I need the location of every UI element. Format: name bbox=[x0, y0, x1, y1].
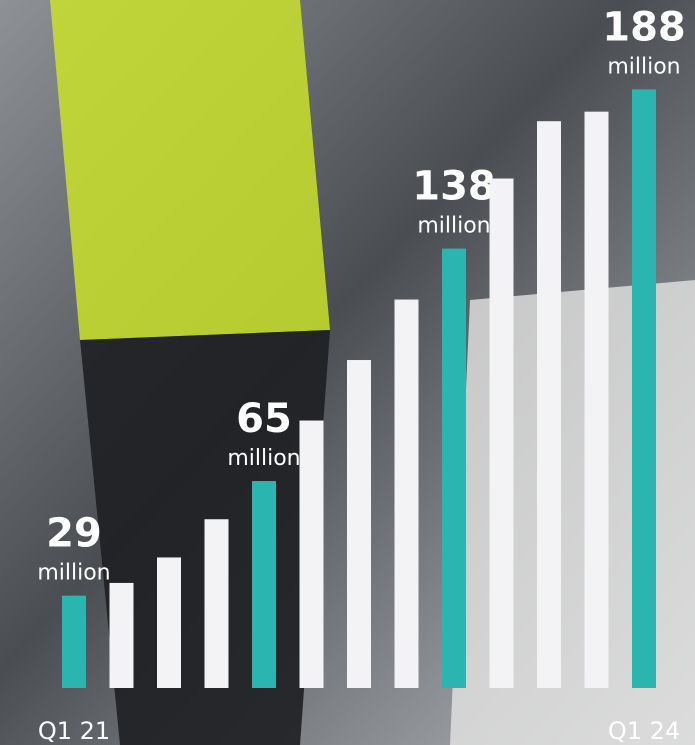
bar bbox=[205, 519, 229, 688]
unit-label: million bbox=[607, 54, 680, 79]
bar bbox=[62, 596, 86, 688]
bar bbox=[490, 179, 514, 688]
unit-label: million bbox=[37, 561, 110, 586]
bar bbox=[300, 421, 324, 688]
bar bbox=[442, 249, 466, 688]
bar bbox=[632, 89, 656, 688]
chart: 29 million Q1 21 65 million 138 million 188 mill… bbox=[0, 0, 695, 745]
bar bbox=[585, 112, 609, 688]
unit-label: million bbox=[227, 446, 300, 471]
x-tick-label: Q1 24 bbox=[608, 717, 680, 745]
photo-vest bbox=[50, 0, 330, 340]
bar bbox=[395, 300, 419, 688]
bar bbox=[157, 557, 181, 688]
bar bbox=[110, 583, 134, 688]
value-label: 138 bbox=[412, 164, 496, 210]
unit-label: million bbox=[417, 214, 490, 239]
bar bbox=[347, 360, 371, 688]
value-label: 188 bbox=[602, 4, 686, 50]
bar bbox=[252, 481, 276, 688]
value-label: 29 bbox=[46, 511, 102, 557]
photo-machine bbox=[450, 280, 695, 745]
x-tick-label: Q1 21 bbox=[38, 717, 110, 745]
bar bbox=[537, 121, 561, 688]
value-label: 65 bbox=[236, 396, 292, 442]
